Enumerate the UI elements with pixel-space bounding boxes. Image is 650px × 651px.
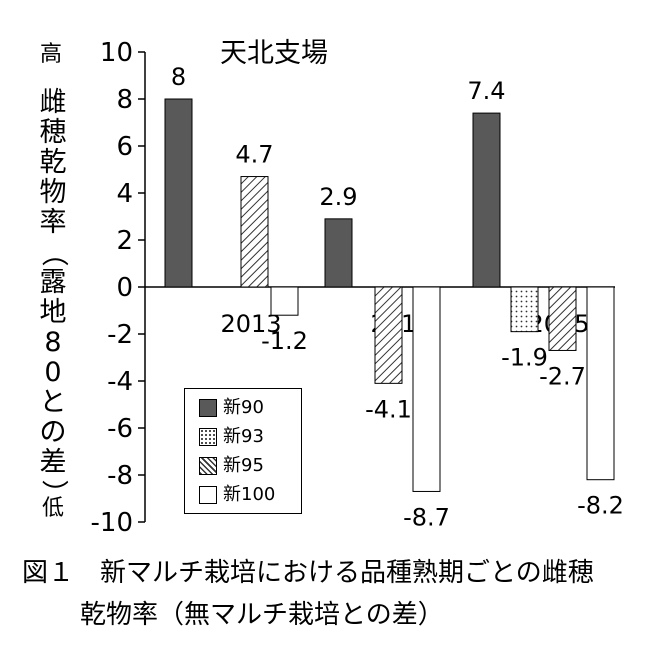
bar-新90-2015: [472, 112, 501, 288]
legend-item: 新95: [199, 457, 264, 475]
data-label: -2.7: [539, 362, 586, 390]
y-tick-label: 4: [116, 179, 133, 209]
data-label: -8.2: [577, 492, 624, 520]
y-tick-label: 0: [116, 273, 133, 303]
data-label: -4.1: [365, 395, 412, 423]
legend: 新90 新93 新95 新100: [184, 388, 302, 514]
y-axis-label-char: 差: [39, 447, 67, 478]
legend-swatch: [199, 428, 217, 446]
legend-item: 新100: [199, 486, 275, 504]
y-tick-label: -2: [107, 320, 133, 350]
bar-新93-2015: [510, 286, 539, 333]
figure-caption: 図１ 新マルチ栽培における品種熟期ごとの雌穂 乾物率（無マルチ栽培との差）: [22, 552, 642, 636]
legend-item: 新90: [199, 399, 264, 417]
y-axis-label-char: の: [39, 417, 67, 448]
y-axis-label-char: 物: [39, 177, 67, 208]
y-tick-label: 6: [116, 132, 133, 162]
y-axis: 10 8 6 4 2 0 -2 -4 -6 -8 -10: [91, 38, 615, 538]
legend-label: 新90: [223, 397, 264, 418]
y-tick-label: -4: [107, 367, 133, 397]
y-axis-label-char: 穂: [39, 117, 67, 148]
bar-新90-2013: [164, 98, 193, 288]
y-tick-label: -6: [107, 414, 133, 444]
y-axis-label-char: 露: [39, 267, 67, 298]
y-tick-label: 2: [116, 226, 133, 256]
data-label: 8: [171, 63, 186, 91]
bar-新95-2014: [374, 286, 403, 384]
y-axis-label-char: 率: [39, 207, 67, 238]
y-axis-label-char: （: [38, 239, 69, 267]
bar-新100-2013: [270, 286, 299, 316]
y-axis-label-char: 地: [39, 297, 67, 328]
y-high-label: 高: [40, 42, 63, 67]
y-axis-label-char: 雌: [39, 87, 67, 118]
legend-swatch: [199, 399, 217, 417]
caption-line-1: 図１ 新マルチ栽培における品種熟期ごとの雌穂: [22, 558, 594, 588]
y-low-label: 低: [42, 496, 65, 521]
y-tick-label: 8: [116, 85, 133, 115]
y-axis-label-char: と: [39, 387, 67, 418]
bar-新95-2015: [548, 286, 577, 351]
y-tick-label: -8: [107, 461, 133, 491]
bar-新90-2014: [324, 218, 353, 288]
data-label: 2.9: [319, 183, 357, 211]
bars: 201384.7-1.220142.9-4.1-8.720157.4-1.9-2…: [164, 63, 624, 531]
bar-新95-2013: [240, 176, 269, 288]
bar-新100-2014: [412, 286, 441, 492]
data-label: 4.7: [235, 141, 273, 169]
y-axis-label-char: 8: [44, 327, 62, 358]
y-axis-label-char: 乾: [39, 147, 67, 178]
data-label: 7.4: [467, 77, 505, 105]
y-tick-label: 10: [100, 38, 133, 68]
legend-item: 新93: [199, 428, 264, 446]
y-tick-label: -10: [91, 508, 133, 538]
data-label: -8.7: [403, 503, 450, 531]
chart-title: 天北支場: [220, 38, 328, 69]
data-label: -1.9: [501, 344, 548, 372]
legend-label: 新93: [223, 426, 264, 447]
legend-label: 新100: [223, 484, 276, 505]
y-axis-label-char: 0: [44, 357, 62, 388]
legend-swatch: [199, 486, 217, 504]
bar-新100-2015: [586, 286, 615, 481]
legend-label: 新95: [223, 455, 264, 476]
legend-swatch: [199, 457, 217, 475]
data-label: -1.2: [261, 327, 308, 355]
caption-line-2: 乾物率（無マルチ栽培との差）: [80, 600, 444, 630]
y-axis-label: 雌穂乾物率（露地 8 0 との差）: [38, 87, 69, 508]
